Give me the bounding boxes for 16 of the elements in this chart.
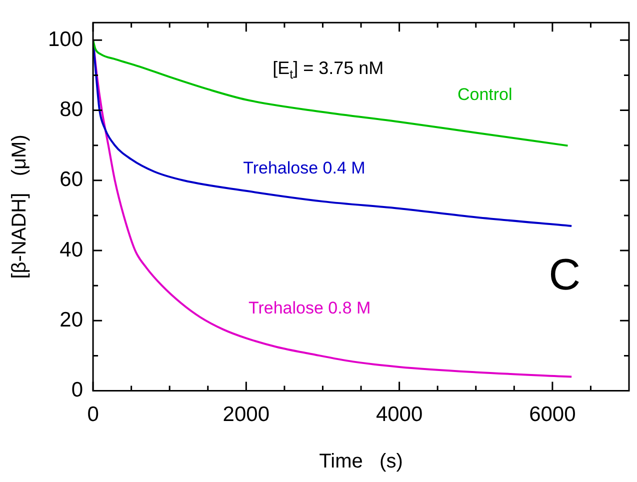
annotation: C bbox=[548, 250, 581, 300]
x-tick-label: 4000 bbox=[376, 403, 423, 426]
x-tick-label: 2000 bbox=[222, 403, 270, 426]
series-label: Control bbox=[457, 84, 512, 104]
y-tick-label: 40 bbox=[60, 238, 84, 262]
y-tick-label: 60 bbox=[60, 168, 84, 192]
y-tick-label: 100 bbox=[48, 28, 84, 51]
y-axis-title: [β-NADH] (μM) bbox=[8, 134, 31, 279]
y-tick-label: 80 bbox=[60, 98, 84, 122]
x-axis-title: Time (s) bbox=[319, 450, 403, 473]
x-tick-label: 0 bbox=[87, 403, 99, 426]
x-tick-label: 6000 bbox=[529, 403, 576, 426]
y-tick-label: 20 bbox=[60, 308, 84, 332]
series-label: Trehalose 0.4 M bbox=[243, 158, 366, 178]
series-label: Trehalose 0.8 M bbox=[248, 298, 371, 318]
y-tick-label: 0 bbox=[71, 378, 84, 402]
